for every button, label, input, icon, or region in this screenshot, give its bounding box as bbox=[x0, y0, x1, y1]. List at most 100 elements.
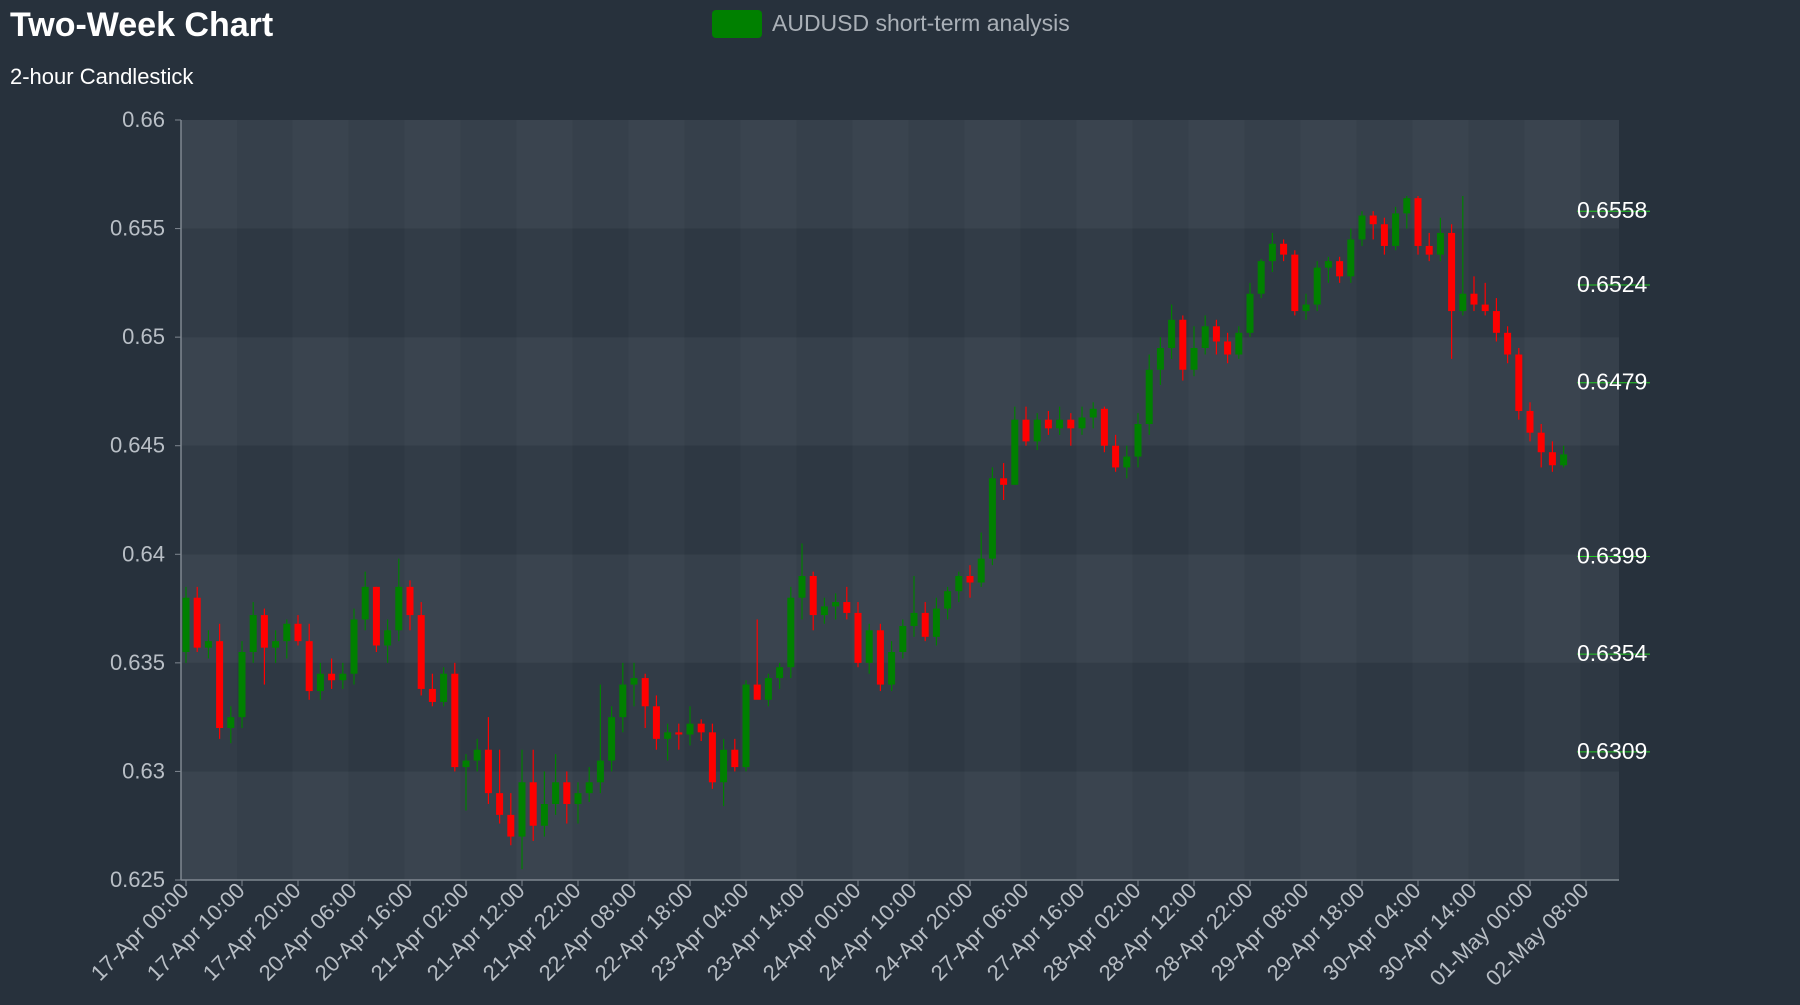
candle-body bbox=[1336, 261, 1344, 277]
candle bbox=[440, 667, 448, 707]
candle-body bbox=[507, 814, 515, 837]
legend-swatch bbox=[712, 10, 762, 38]
candle bbox=[238, 641, 246, 728]
candles bbox=[182, 196, 1568, 870]
candle bbox=[1481, 282, 1489, 316]
plot-background bbox=[181, 120, 1619, 880]
candle-body bbox=[305, 641, 313, 692]
candle bbox=[899, 619, 907, 659]
candle bbox=[1313, 261, 1321, 312]
candle-body bbox=[350, 619, 358, 674]
candle-body bbox=[1056, 419, 1064, 429]
y-tick-label: 0.66 bbox=[122, 107, 165, 132]
candle-body bbox=[574, 793, 582, 804]
candle-body bbox=[227, 717, 235, 728]
candle-body bbox=[865, 630, 873, 663]
candle-body bbox=[496, 793, 504, 815]
y-tick-label: 0.645 bbox=[110, 433, 165, 458]
candle bbox=[876, 623, 884, 692]
candle-body bbox=[204, 641, 212, 648]
plot-column-stripe bbox=[181, 120, 237, 880]
candle bbox=[1268, 232, 1276, 272]
candle-body bbox=[1369, 215, 1377, 225]
candle bbox=[944, 586, 952, 620]
candle bbox=[1492, 298, 1500, 342]
candle-body bbox=[787, 597, 795, 668]
candle-body bbox=[910, 612, 918, 626]
candle bbox=[428, 673, 436, 707]
candle bbox=[720, 738, 728, 807]
candle-body bbox=[742, 684, 750, 768]
legend[interactable]: AUDUSD short-term analysis bbox=[712, 10, 1070, 38]
candle bbox=[328, 658, 336, 689]
candle-body bbox=[518, 782, 526, 837]
candle-body bbox=[294, 623, 302, 642]
candle bbox=[1067, 413, 1075, 446]
candle bbox=[764, 673, 772, 707]
candle bbox=[563, 771, 571, 824]
candle-body bbox=[1492, 311, 1500, 333]
candle bbox=[641, 673, 649, 728]
candle bbox=[1011, 406, 1019, 485]
candle bbox=[417, 602, 425, 696]
candle-body bbox=[630, 678, 638, 685]
candle bbox=[630, 662, 638, 707]
candle-body bbox=[552, 782, 560, 804]
candle-body bbox=[1190, 348, 1198, 370]
candle bbox=[1336, 256, 1344, 283]
candle bbox=[843, 586, 851, 620]
candle-body bbox=[932, 608, 940, 637]
candle bbox=[1100, 406, 1108, 453]
candle bbox=[1033, 413, 1041, 451]
price-level: 0.6524 bbox=[1577, 271, 1650, 297]
candle-body bbox=[1347, 239, 1355, 277]
candle bbox=[910, 576, 918, 637]
candle bbox=[249, 602, 257, 663]
candle bbox=[216, 623, 224, 739]
candle bbox=[820, 597, 828, 624]
candle-body bbox=[899, 625, 907, 652]
candle-body bbox=[966, 576, 974, 583]
candle-body bbox=[686, 723, 694, 735]
candle-body bbox=[1123, 456, 1131, 468]
chart-title: Two-Week Chart bbox=[10, 6, 273, 44]
price-level-label: 0.6558 bbox=[1577, 197, 1647, 223]
candle-body bbox=[776, 667, 784, 679]
candle bbox=[1190, 326, 1198, 377]
candle bbox=[1224, 332, 1232, 364]
candle-body bbox=[955, 576, 963, 592]
candle-body bbox=[1179, 319, 1187, 370]
candle-body bbox=[675, 732, 683, 735]
candle-body bbox=[540, 804, 548, 826]
candle-body bbox=[764, 678, 772, 700]
candle bbox=[462, 754, 470, 811]
candle-body bbox=[339, 673, 347, 681]
candle-body bbox=[753, 684, 761, 700]
candle-body bbox=[1481, 304, 1489, 312]
candle bbox=[1560, 445, 1568, 468]
candle-body bbox=[596, 760, 604, 783]
candle-body bbox=[395, 586, 403, 631]
candle bbox=[854, 602, 862, 668]
candle bbox=[1324, 256, 1332, 283]
y-tick-label: 0.64 bbox=[122, 541, 165, 566]
candle-body bbox=[1112, 445, 1120, 468]
price-level-label: 0.6354 bbox=[1577, 640, 1648, 666]
candle bbox=[316, 662, 324, 700]
candle-body bbox=[1560, 454, 1568, 466]
candle-body bbox=[1168, 319, 1176, 348]
candle bbox=[697, 719, 705, 742]
candle bbox=[305, 623, 313, 700]
candle bbox=[1156, 337, 1164, 385]
plot-band bbox=[181, 445, 1619, 555]
plot-band bbox=[181, 337, 1619, 446]
candle bbox=[787, 586, 795, 679]
candle-body bbox=[809, 576, 817, 616]
candle-body bbox=[1280, 243, 1288, 255]
candle bbox=[585, 767, 593, 802]
candle-body bbox=[585, 782, 593, 794]
candle-body bbox=[1392, 213, 1400, 246]
candle bbox=[182, 586, 190, 663]
price-level-label: 0.6309 bbox=[1577, 738, 1647, 764]
